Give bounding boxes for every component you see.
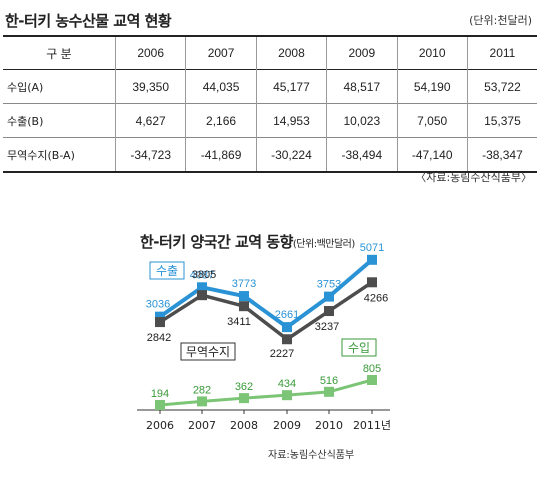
table-row: 수입(A) 39,350 44,035 45,177 48,517 54,190… (3, 69, 537, 104)
data-point (367, 375, 377, 385)
header-cell: 2009 (326, 36, 397, 70)
series-line (159, 378, 373, 407)
data-label: 2661 (275, 309, 299, 321)
data-point (239, 301, 249, 312)
x-tick-label: 2007 (188, 419, 216, 432)
x-tick-label: 2010 (315, 419, 343, 432)
data-label: 3237 (315, 321, 339, 333)
data-point (367, 277, 377, 288)
row-label: 수입(A) (7, 80, 44, 94)
data-point (324, 386, 334, 397)
data-point (155, 311, 165, 322)
data-label: 3773 (232, 278, 256, 290)
header-cell: 2011 (466, 36, 537, 70)
table-cell: 45,177 (255, 69, 327, 104)
data-label: 3805 (192, 269, 216, 281)
x-tick-label: 2011년 (353, 419, 391, 432)
table-cell: 14,953 (255, 103, 327, 138)
data-label: 362 (235, 381, 253, 393)
table-cell: 4,627 (114, 103, 186, 138)
data-label: 805 (363, 363, 381, 375)
chart-source: 자료:농림수산식품부 (268, 450, 355, 461)
table-row: 수출(B) 4,627 2,166 14,953 10,023 7,050 15… (3, 103, 537, 138)
header-cell: 구 분 (46, 46, 72, 61)
data-label: 3753 (317, 279, 341, 291)
data-label: 2227 (270, 348, 294, 360)
table-cell: 44,035 (185, 69, 257, 104)
table-cell: 53,722 (466, 69, 537, 104)
data-label: 434 (278, 378, 296, 390)
header-cell: 2008 (255, 36, 327, 70)
data-point (155, 400, 165, 410)
header-cell: 2010 (396, 36, 468, 70)
data-point (282, 334, 292, 345)
data-point (197, 282, 207, 293)
data-point (197, 290, 207, 301)
data-point (155, 317, 165, 328)
series-name-label: 수입 (348, 341, 370, 355)
data-point (367, 254, 377, 265)
table-cell: 15,375 (466, 103, 537, 138)
table-cell: -34,723 (114, 137, 186, 172)
table-header-row: 구 분 2006 2007 2008 2009 2010 2011 (3, 36, 537, 70)
data-label: 282 (193, 384, 211, 396)
data-point (324, 291, 334, 302)
data-point (197, 396, 207, 407)
table-row: 무역수지(B-A) -34,723 -41,869 -30,224 -38,49… (3, 137, 537, 172)
table-cell: 54,190 (396, 69, 468, 104)
header-cell: 2007 (185, 36, 257, 70)
data-point (239, 291, 249, 302)
data-label: 3036 (146, 299, 170, 311)
table-cell: 39,350 (114, 69, 186, 104)
table-source: 〈자료:농림수산식품부〉 (415, 171, 532, 184)
data-label: 3411 (227, 316, 251, 328)
data-label: 4266 (364, 292, 388, 304)
data-label: 194 (151, 388, 169, 400)
table-cell: 2,166 (185, 103, 257, 138)
table-cell: 7,050 (396, 103, 468, 138)
series-name-box (180, 342, 236, 361)
data-label: 5071 (360, 242, 384, 254)
data-point (282, 322, 292, 333)
series-line (158, 258, 374, 330)
series-name-label: 무역수지 (186, 345, 230, 359)
table-title: 한-터키 농수산물 교역 현황 (5, 12, 172, 30)
trade-table: 구 분 2006 2007 2008 2009 2010 2011 수입(A) … (3, 35, 537, 173)
table-cell: 10,023 (326, 103, 397, 138)
data-label: 516 (320, 375, 338, 387)
row-label: 수출(B) (7, 114, 44, 128)
x-tick-label: 2008 (230, 419, 258, 432)
chart-title: 한-터키 양국간 교역 동향(단위:백만달러) (140, 231, 355, 252)
row-label: 무역수지(B-A) (7, 148, 75, 162)
x-tick-label: 2006 (146, 419, 174, 432)
chart-title-text: 한-터키 양국간 교역 동향 (140, 233, 293, 251)
data-point (282, 390, 292, 401)
x-tick-label: 2009 (273, 419, 301, 432)
data-point (324, 306, 334, 317)
table-cell: 48,517 (326, 69, 397, 104)
data-point (239, 393, 249, 404)
table-cell: -41,869 (185, 137, 257, 172)
data-label: 4087 (190, 269, 214, 281)
table-cell: -47,140 (396, 137, 468, 172)
series-name-box (149, 261, 185, 280)
series-name-label: 수출 (156, 264, 178, 278)
table-cell: -38,347 (466, 137, 537, 172)
data-label: 2842 (147, 332, 171, 344)
table-cell: -38,494 (326, 137, 397, 172)
series-line (159, 280, 373, 341)
chart-unit: (단위:백만달러) (292, 239, 355, 250)
series-name-box (341, 338, 377, 357)
table-cell: -30,224 (255, 137, 327, 172)
table-unit: (단위:천달러) (469, 14, 532, 27)
header-cell: 2006 (114, 36, 186, 70)
